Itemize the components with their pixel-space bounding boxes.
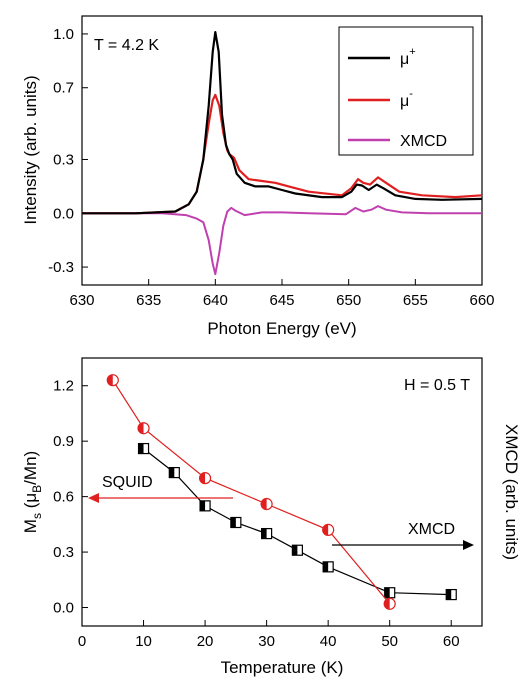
x-tick-label: 10 bbox=[135, 633, 152, 650]
y-tick-label: 0.9 bbox=[53, 433, 74, 450]
squid-circle-point bbox=[323, 524, 334, 535]
squid-circle-point bbox=[200, 473, 211, 484]
y-tick-label: 1.0 bbox=[53, 26, 74, 43]
y-tick-label: 1.2 bbox=[53, 378, 74, 395]
xmcd-square-point bbox=[385, 588, 395, 598]
xas-panel: 630 635 640 645 650 655 660 -0.3 0.0 0.3 0.7 1.0 T … bbox=[21, 16, 495, 338]
xmcd-square-fill bbox=[169, 468, 174, 478]
ms-field-annotation: H = 0.5 T bbox=[404, 377, 470, 394]
x-tick-label: 60 bbox=[443, 633, 460, 650]
xas-temperature-annotation: T = 4.2 K bbox=[94, 37, 159, 54]
ms-plot-frame bbox=[82, 358, 482, 626]
xmcd-square-point bbox=[169, 468, 179, 478]
xas-x-axis-title: Photon Energy (eV) bbox=[207, 319, 356, 338]
series-line-xmcd bbox=[82, 206, 482, 274]
x-tick-label: 0 bbox=[78, 633, 86, 650]
squid-arrow: SQUID bbox=[88, 474, 233, 503]
x-tick-label: 30 bbox=[258, 633, 275, 650]
ms-series-group bbox=[107, 375, 456, 610]
y-tick-label: -0.3 bbox=[48, 259, 74, 276]
ms-x-axis-title: Temperature (K) bbox=[221, 658, 344, 677]
xmcd-square-point bbox=[292, 545, 302, 555]
xmcd-square-fill bbox=[200, 501, 205, 511]
squid-circle-point bbox=[138, 423, 149, 434]
xmcd-arrow-head bbox=[463, 540, 474, 550]
y-tick-label: 0.3 bbox=[53, 151, 74, 168]
y-tick-label: 0.7 bbox=[53, 80, 74, 97]
series-line-squid-circles bbox=[113, 380, 390, 604]
xmcd-square-fill bbox=[323, 562, 328, 572]
x-tick-label: 20 bbox=[197, 633, 214, 650]
x-tick-label: 640 bbox=[203, 292, 228, 309]
xas-y-axis-title: Intensity (arb. units) bbox=[21, 75, 40, 224]
x-tick-label: 40 bbox=[320, 633, 337, 650]
xmcd-square-point bbox=[200, 501, 210, 511]
y-tick-label: 0.6 bbox=[53, 489, 74, 506]
squid-circle-point bbox=[107, 375, 118, 386]
xmcd-square-fill bbox=[139, 444, 144, 454]
xmcd-square-point bbox=[323, 562, 333, 572]
xmcd-square-fill bbox=[292, 545, 297, 555]
squid-circle-point bbox=[384, 598, 395, 609]
x-tick-label: 630 bbox=[69, 292, 94, 309]
squid-circle-point bbox=[261, 499, 272, 510]
x-tick-label: 650 bbox=[336, 292, 361, 309]
y-tick-label: 0.0 bbox=[53, 600, 74, 617]
xas-legend: μ+ μ- XMCD bbox=[339, 27, 473, 155]
y-tick-label: 0.3 bbox=[53, 544, 74, 561]
xmcd-square-point bbox=[446, 590, 456, 600]
xmcd-arrow: XMCD bbox=[332, 521, 474, 550]
legend-label-xmcd: XMCD bbox=[400, 133, 447, 150]
ms-y-axis-title: Ms (μB/Mn) bbox=[21, 451, 44, 533]
ms-panel: 0 10 20 30 40 50 60 0.0 0.3 0.6 0.9 1.2 H = 0.5 T T… bbox=[21, 358, 521, 677]
x-tick-label: 645 bbox=[269, 292, 294, 309]
squid-arrow-label: SQUID bbox=[102, 474, 153, 491]
xmcd-arrow-label: XMCD bbox=[408, 521, 455, 538]
x-tick-label: 655 bbox=[403, 292, 428, 309]
ms-right-axis-title: XMCD (arb. units) bbox=[502, 424, 521, 560]
xmcd-square-fill bbox=[231, 517, 236, 527]
xmcd-square-point bbox=[262, 529, 272, 539]
x-tick-label: 635 bbox=[136, 292, 161, 309]
ms-tick-group: 0 10 20 30 40 50 60 0.0 0.3 0.6 0.9 1.2 bbox=[53, 378, 459, 650]
x-tick-label: 660 bbox=[469, 292, 494, 309]
xmcd-square-point bbox=[139, 444, 149, 454]
squid-arrow-head bbox=[88, 493, 99, 503]
xmcd-square-fill bbox=[262, 529, 267, 539]
xmcd-square-fill bbox=[385, 588, 390, 598]
xmcd-square-point bbox=[231, 517, 241, 527]
y-tick-label: 0.0 bbox=[53, 205, 74, 222]
xmcd-square-fill bbox=[446, 590, 451, 600]
series-line-xmcd-squares bbox=[144, 449, 452, 595]
x-tick-label: 50 bbox=[381, 633, 398, 650]
